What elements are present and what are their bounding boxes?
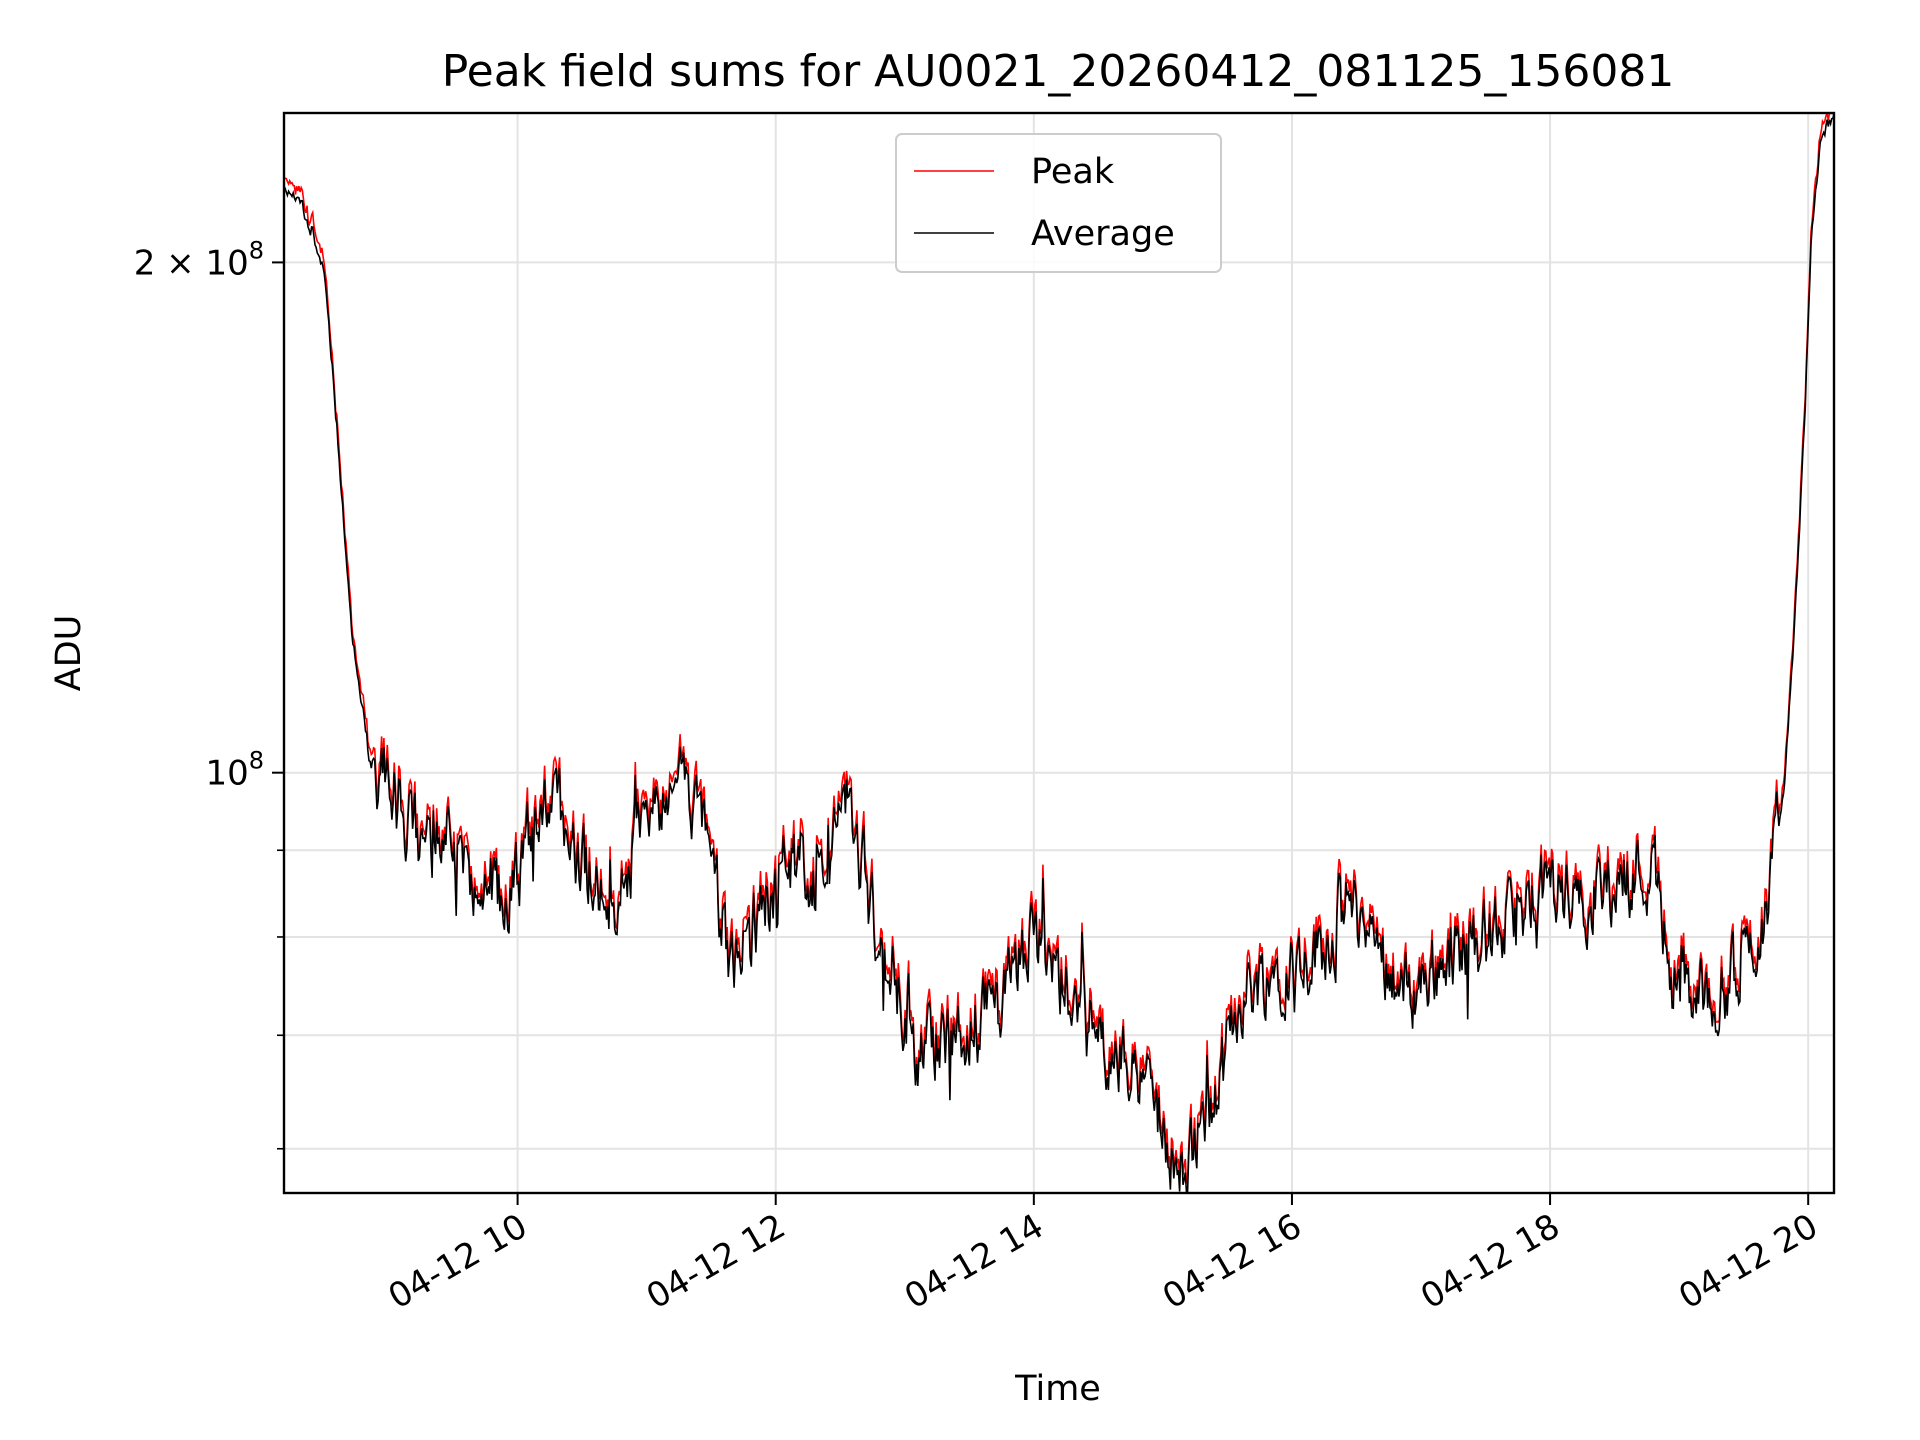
chart-title: Peak field sums for AU0021_20260412_0811… xyxy=(442,46,1675,97)
series-line-average xyxy=(284,113,1834,1193)
y-tick-label: 108 xyxy=(205,747,264,794)
y-tick-label: 2 × 108 xyxy=(134,236,264,283)
plot-area xyxy=(284,113,1834,1193)
y-tick-label-base: 10 xyxy=(205,754,248,794)
axes-frame xyxy=(282,111,1836,1195)
legend-box xyxy=(895,133,1222,273)
grid xyxy=(284,113,1834,1193)
legend-label-average: Average xyxy=(1031,214,1175,254)
legend: Peak Average xyxy=(895,133,1222,273)
y-axis-label: ADU xyxy=(49,615,89,692)
y-tick-label-exponent: 8 xyxy=(249,747,264,775)
legend-label-peak: Peak xyxy=(1031,152,1115,192)
y-tick-label-base: 2 × 10 xyxy=(134,243,249,283)
y-tick-label-exponent: 8 xyxy=(249,236,264,264)
x-axis-label: Time xyxy=(1014,1369,1101,1409)
